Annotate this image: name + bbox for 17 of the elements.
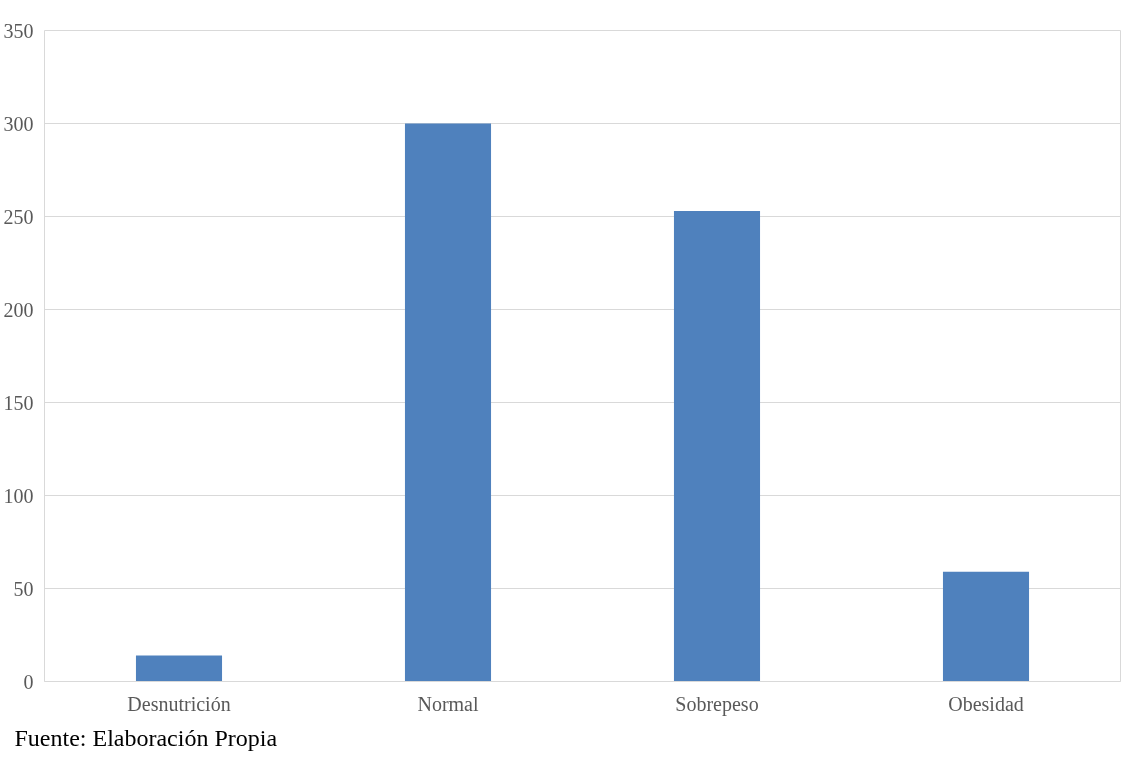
y-tick-label: 0: [23, 670, 34, 693]
y-tick-label: 200: [3, 298, 34, 321]
y-tick-label: 50: [13, 577, 34, 600]
y-tick-label: 350: [3, 19, 34, 42]
bar: [673, 210, 761, 682]
source-note: Fuente: Elaboración Propia: [14, 724, 278, 751]
x-tick-label: Obesidad: [948, 692, 1024, 715]
bar: [404, 123, 492, 682]
x-tick-label: Desnutrición: [127, 692, 231, 715]
y-tick-label: 250: [3, 205, 34, 228]
y-tick-label: 100: [3, 484, 34, 507]
x-tick-label: Normal: [417, 692, 479, 715]
y-tick-label: 300: [3, 112, 34, 135]
x-tick-label: Sobrepeso: [675, 692, 759, 716]
bar: [135, 655, 223, 682]
y-tick-label: 150: [3, 391, 34, 414]
bar: [942, 571, 1030, 682]
